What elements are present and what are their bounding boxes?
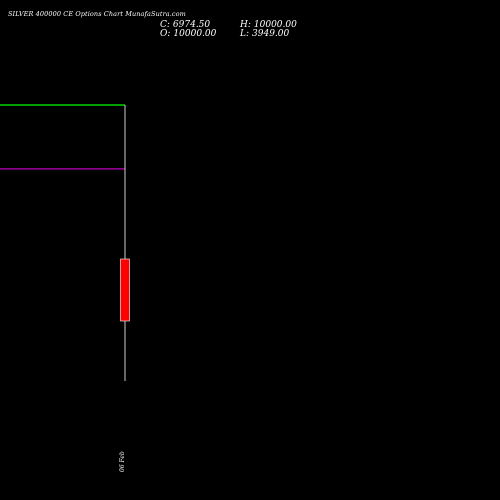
ohlc-open-value: 10000.00 [173,29,217,39]
ohlc-low-label: L: [240,29,250,39]
chart-title: SILVER 400000 CE Options Chart MunafaSut… [8,10,186,18]
ohlc-open-label: O: [160,29,171,39]
ohlc-close: C: 6974.50 [160,20,210,30]
ohlc-close-value: 6974.50 [172,20,211,30]
ohlc-low-value: 3949.00 [252,29,290,39]
ohlc-high-value: 10000.00 [253,20,297,30]
ohlc-high-label: H: [240,20,251,30]
ohlc-high: H: 10000.00 [240,20,297,30]
ohlc-low: L: 3949.00 [240,29,289,39]
ohlc-close-label: C: [160,20,170,30]
candle-body-0 [120,258,130,322]
ohlc-open: O: 10000.00 [160,29,216,39]
x-tick-label-0: 06 Feb [119,451,126,472]
